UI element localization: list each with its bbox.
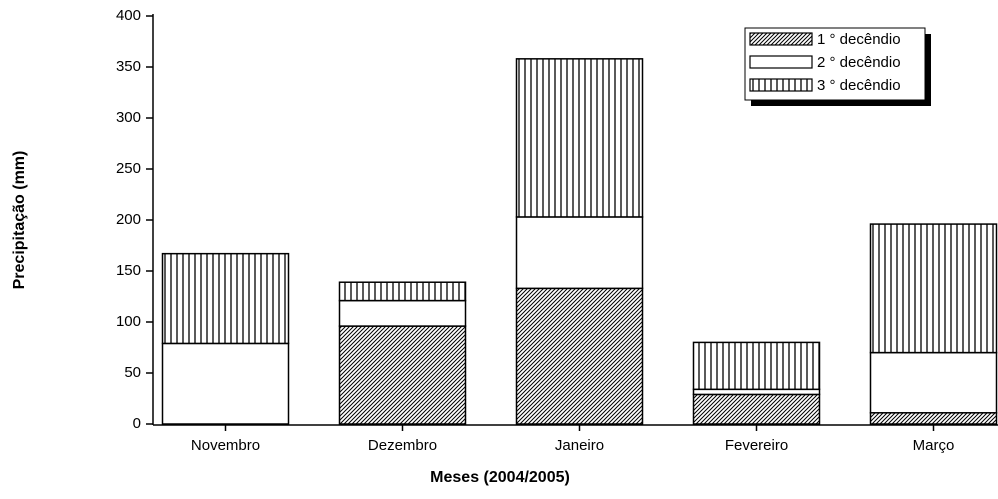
bar-segment bbox=[692, 393, 821, 425]
y-tick-label: 150 bbox=[116, 262, 141, 279]
y-axis-label: Precipitação (mm) bbox=[11, 151, 28, 290]
legend-label: 1 ° decêndio bbox=[817, 31, 901, 48]
legend-swatch bbox=[749, 78, 813, 92]
bar-segment bbox=[515, 58, 644, 218]
bar-segment bbox=[161, 342, 290, 425]
legend-label: 2 ° decêndio bbox=[817, 54, 901, 71]
bar-segment bbox=[515, 216, 644, 290]
y-tick-label: 50 bbox=[124, 364, 141, 381]
bar-segment bbox=[692, 388, 821, 396]
x-tick-label: Março bbox=[913, 437, 955, 454]
bar-segment bbox=[338, 299, 467, 327]
y-tick-label: 100 bbox=[116, 313, 141, 330]
legend-swatch bbox=[749, 32, 813, 46]
legend-swatch bbox=[749, 55, 813, 69]
x-tick-label: Novembro bbox=[191, 437, 260, 454]
x-tick-label: Dezembro bbox=[368, 437, 437, 454]
bar-segment bbox=[338, 325, 467, 425]
bar-segment bbox=[869, 351, 998, 414]
x-tick-label: Janeiro bbox=[555, 437, 604, 454]
y-tick-label: 300 bbox=[116, 109, 141, 126]
bar-segment bbox=[161, 252, 290, 345]
bar-segment bbox=[338, 281, 467, 302]
legend-label: 3 ° decêndio bbox=[817, 77, 901, 94]
y-tick-label: 350 bbox=[116, 58, 141, 75]
y-tick-label: 200 bbox=[116, 211, 141, 228]
y-tick-label: 250 bbox=[116, 160, 141, 177]
x-tick-label: Fevereiro bbox=[725, 437, 788, 454]
y-tick-label: 0 bbox=[133, 415, 141, 432]
bar-segment bbox=[692, 341, 821, 391]
bar-segment bbox=[515, 287, 644, 425]
bar-segment bbox=[869, 412, 998, 425]
x-axis-label: Meses (2004/2005) bbox=[430, 469, 570, 486]
y-tick-label: 400 bbox=[116, 7, 141, 24]
bar-segment bbox=[869, 223, 998, 354]
